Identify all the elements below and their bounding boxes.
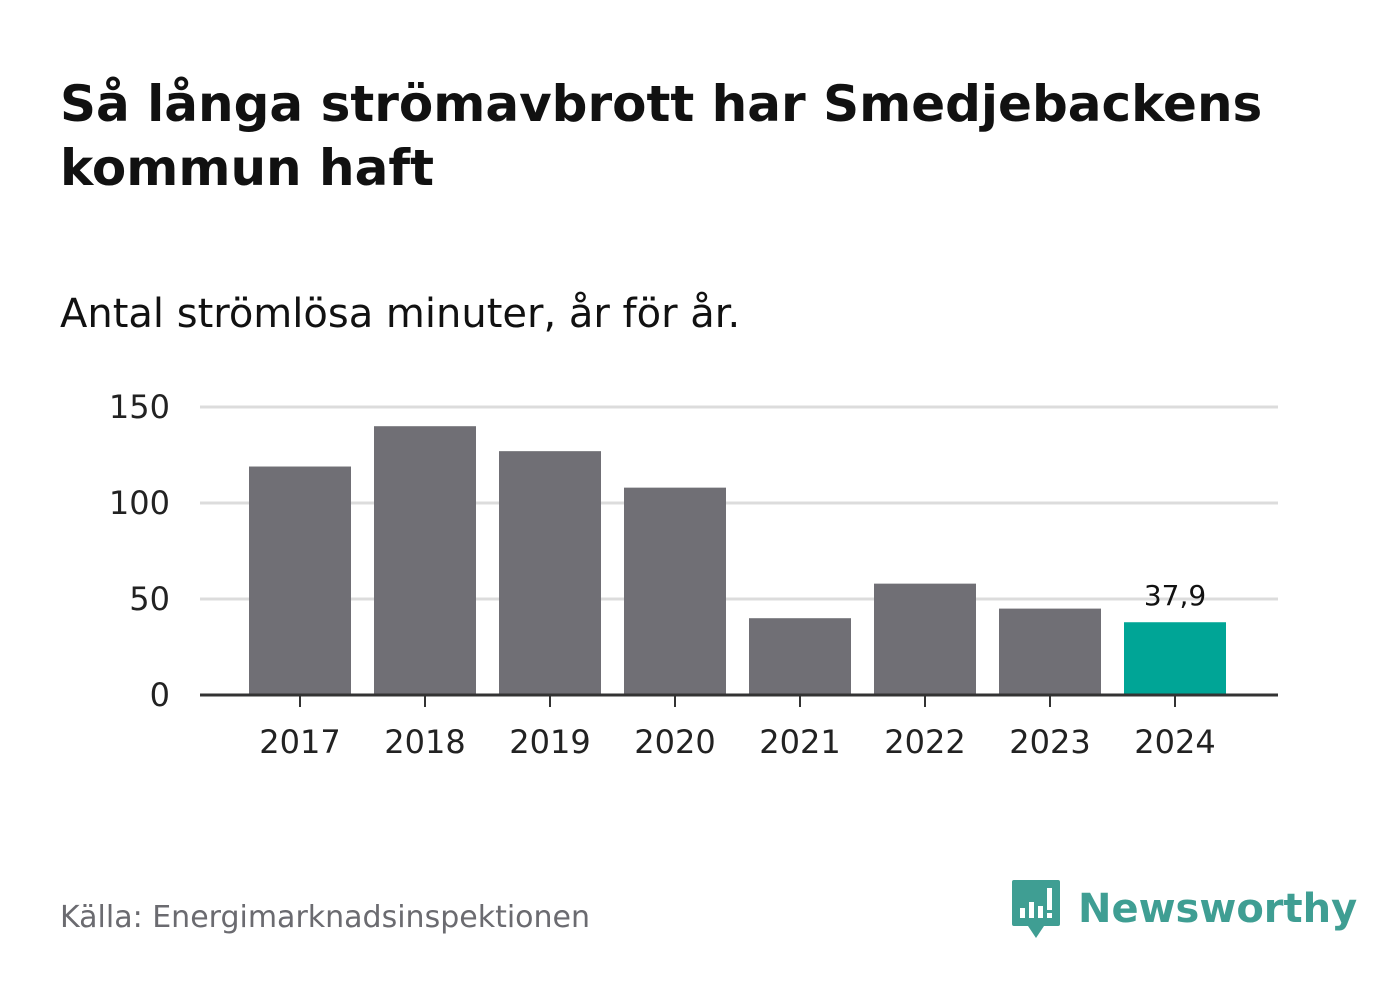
data-labels: 37,9 <box>1144 579 1206 612</box>
bar-2020 <box>624 487 726 695</box>
x-tick-label-2022: 2022 <box>884 723 965 761</box>
y-tick-label: 150 <box>109 388 170 426</box>
x-tick-label-2017: 2017 <box>259 723 340 761</box>
bar-2022 <box>874 583 976 695</box>
brand-logo: Newsworthy <box>1010 878 1357 940</box>
bar-2023 <box>999 608 1101 695</box>
bar-2019 <box>499 451 601 695</box>
bar-chart-speech-bubble-icon <box>1012 880 1060 938</box>
bar-2021 <box>749 618 851 695</box>
x-tick-label-2020: 2020 <box>634 723 715 761</box>
chart-subtitle: Antal strömlösa minuter, år för år. <box>60 291 741 337</box>
bar-2017 <box>249 466 351 695</box>
x-tick-label-2023: 2023 <box>1009 723 1090 761</box>
y-tick-label: 100 <box>109 484 170 522</box>
bar-2024 <box>1124 622 1226 695</box>
x-axis: 0 50 100 150 2017 2018 2019 2020 2021 2022 2023 202… <box>109 388 1278 761</box>
x-tick-label-2019: 2019 <box>509 723 590 761</box>
y-tick-label: 0 <box>150 676 170 714</box>
bars <box>249 426 1226 695</box>
chart-title: Så långa strömavbrott har Smedjebackens … <box>60 75 1263 197</box>
x-tick-label-2024: 2024 <box>1134 723 1215 761</box>
brand-name: Newsworthy <box>1078 886 1358 932</box>
source-note: Källa: Energimarknadsinspektionen <box>60 900 591 935</box>
y-tick-label: 50 <box>129 580 170 618</box>
data-label: 37,9 <box>1144 579 1206 612</box>
x-tick-label-2021: 2021 <box>759 723 840 761</box>
x-tick-label-2018: 2018 <box>384 723 465 761</box>
bar-2018 <box>374 426 476 695</box>
gridlines <box>200 405 1278 601</box>
